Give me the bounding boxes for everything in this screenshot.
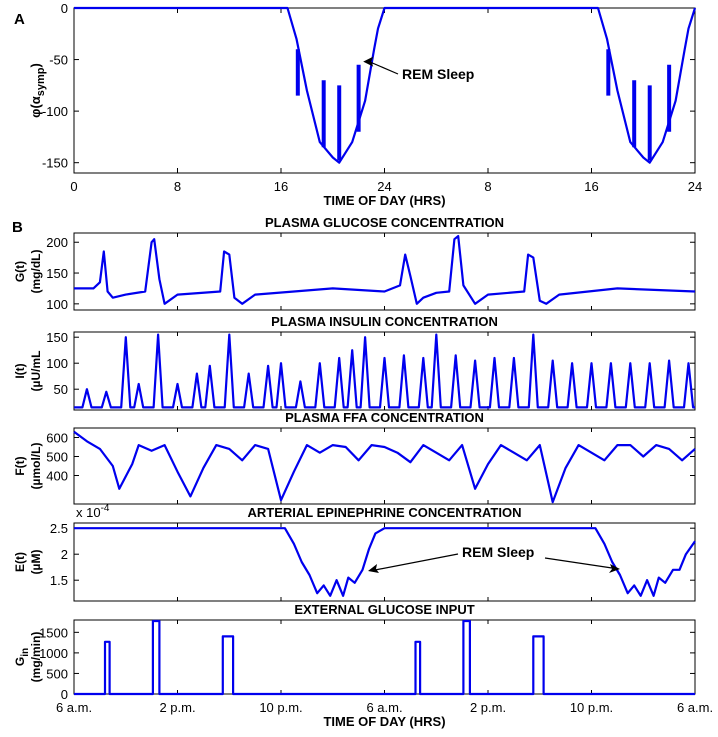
y-tick-label: 200 — [46, 235, 68, 250]
y-axis-label-line2: (µU/mL — [29, 351, 43, 392]
annotation-arrowhead — [363, 56, 374, 67]
subplot-frame — [73, 331, 696, 411]
y-tick-label: 2 — [61, 547, 68, 562]
x-tick-label: 8 — [484, 179, 491, 194]
y-axis-label-sub: in — [20, 648, 31, 657]
subplot-frame — [73, 232, 696, 311]
series-line — [74, 235, 696, 305]
subplot-title: EXTERNAL GLUCOSE INPUT — [294, 602, 474, 617]
subplot-2: PLASMA INSULIN CONCENTRATION 50 100 150 I(t)… — [13, 314, 696, 411]
y-axis-label-sub: symp — [35, 67, 47, 96]
x-tick-label: 6 a.m. — [56, 700, 92, 715]
panel-letter-b: B — [12, 219, 23, 236]
x-tick-label: 24 — [377, 179, 391, 194]
x-tick-label: 24 — [688, 179, 702, 194]
series-line — [74, 527, 696, 597]
y-axis-label-line1: F(t) — [13, 456, 27, 475]
y-tick-label: 1500 — [39, 625, 68, 640]
panel-b-charts: PLASMA GLUCOSE CONCENTRATION 100 150 200 G(t… — [13, 215, 713, 729]
panel-letter-a: A — [14, 11, 25, 28]
y-axis-label-main: G — [13, 657, 27, 666]
y-tick-label: 1000 — [39, 646, 68, 661]
y-axis-label-line2: (mg/min) — [29, 632, 43, 683]
y-axis-label-line1: I(t) — [13, 363, 27, 378]
subplot-3: PLASMA FFA CONCENTRATION 400 500 600 F(t) (µm… — [13, 410, 696, 505]
y-tick-label: 150 — [46, 330, 68, 345]
annotation-arrowhead-left — [368, 564, 379, 573]
x-tick-label: 10 p.m. — [259, 700, 302, 715]
y-tick-label: 100 — [46, 297, 68, 312]
y-axis-label-line1: Gin — [13, 648, 31, 666]
y-multiplier-exp: -4 — [101, 503, 110, 514]
y-tick-label: 150 — [46, 266, 68, 281]
y-tick-label: 400 — [46, 469, 68, 484]
x-tick-label: 2 p.m. — [159, 700, 195, 715]
x-tick-label: 2 p.m. — [470, 700, 506, 715]
series-line — [73, 430, 696, 504]
x-tick-label: 16 — [274, 179, 288, 194]
y-tick-label: -150 — [42, 156, 68, 171]
y-tick-label: 500 — [46, 450, 68, 465]
subplot-title: PLASMA GLUCOSE CONCENTRATION — [265, 215, 504, 230]
x-tick-label: 0 — [70, 179, 77, 194]
y-multiplier: x 10-4 — [76, 503, 110, 520]
x-axis-label: TIME OF DAY (HRS) — [323, 714, 445, 729]
annotation-arrow-left — [374, 553, 459, 571]
annotation-arrow — [368, 61, 399, 75]
y-tick-label: 600 — [46, 431, 68, 446]
panel-a-frame — [73, 7, 696, 174]
x-tick-label: 16 — [584, 179, 598, 194]
annotation-arrowhead-right — [609, 564, 620, 573]
rem-sleep-annotation: REM Sleep — [402, 66, 474, 82]
x-tick-label: 10 p.m. — [570, 700, 613, 715]
y-tick-label: -50 — [49, 53, 68, 68]
y-axis-label-line2: (mg/dL) — [29, 250, 43, 294]
y-tick-label: 100 — [46, 356, 68, 371]
y-axis-label-line2: (µM) — [29, 550, 43, 575]
series-line — [74, 333, 695, 409]
y-tick-label: 1.5 — [50, 573, 68, 588]
subplot-frame — [73, 522, 696, 602]
series-line — [74, 619, 695, 696]
y-tick-label: 50 — [54, 382, 68, 397]
y-axis-label-end: ) — [28, 63, 43, 67]
subplot-4: ARTERIAL EPINEPHRINE CONCENTRATION 1.5 2 2.… — [13, 503, 696, 602]
x-axis-label: TIME OF DAY (HRS) — [323, 193, 445, 208]
x-tick-label: 6 a.m. — [677, 700, 713, 715]
subplot-frame — [73, 427, 696, 505]
y-axis-label-line1: G(t) — [13, 261, 27, 282]
x-tick-label: 8 — [174, 179, 181, 194]
y-axis-label-line2: (µmol/L) — [29, 443, 43, 490]
y-axis-label-line1: E(t) — [13, 552, 27, 572]
sympathetic-activity-line — [74, 6, 697, 164]
subplot-title: PLASMA FFA CONCENTRATION — [285, 410, 484, 425]
y-tick-label: 0 — [61, 687, 68, 702]
subplot-title: PLASMA INSULIN CONCENTRATION — [271, 314, 498, 329]
rem-sleep-annotation: REM Sleep — [462, 544, 534, 560]
subplot-5: EXTERNAL GLUCOSE INPUT 0 500 1000 1500 Gin(mg… — [13, 602, 713, 729]
subplot-1: PLASMA GLUCOSE CONCENTRATION 100 150 200 G(t… — [13, 215, 696, 312]
y-multiplier-base: x 10 — [76, 505, 101, 520]
subplot-frame — [73, 619, 696, 695]
y-axis-label-main: φ(α — [28, 96, 43, 118]
subplot-title: ARTERIAL EPINEPHRINE CONCENTRATION — [248, 505, 522, 520]
y-tick-label: 500 — [46, 666, 68, 681]
x-tick-label: 6 a.m. — [366, 700, 402, 715]
annotation-arrow-right — [544, 557, 613, 569]
y-axis-label: φ(αsymp) — [28, 63, 47, 118]
y-tick-label: 0 — [61, 1, 68, 16]
y-tick-label: -100 — [42, 104, 68, 119]
y-tick-label: 2.5 — [50, 521, 68, 536]
